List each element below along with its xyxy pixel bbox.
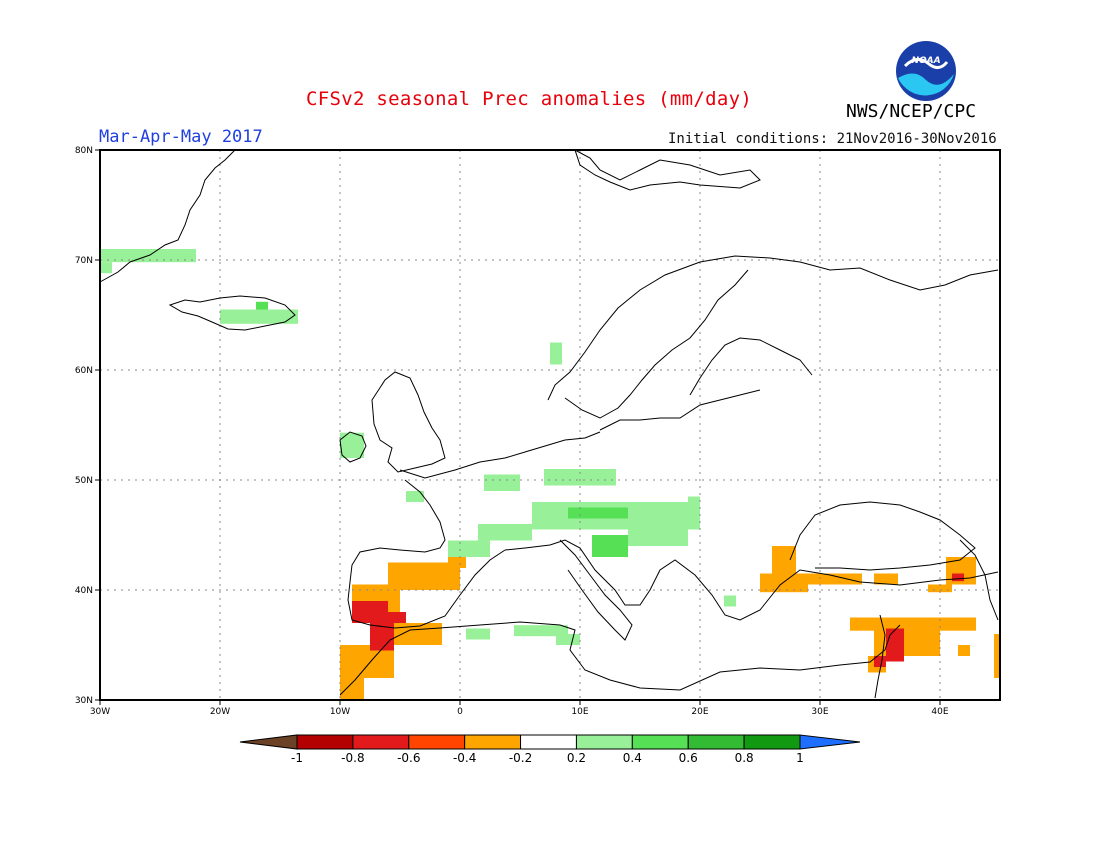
anomaly-patch-alps-strong bbox=[568, 507, 628, 519]
legend-label: 0.8 bbox=[735, 751, 754, 765]
map-title: CFSv2 seasonal Prec anomalies (mm/day) bbox=[306, 88, 753, 110]
legend-label: 1 bbox=[796, 751, 804, 765]
legend-label: 0.4 bbox=[623, 751, 642, 765]
y-tick-label: 30N bbox=[75, 696, 93, 706]
anomaly-patch-balkans-north bbox=[628, 524, 688, 546]
x-tick-label: 20W bbox=[210, 707, 230, 717]
legend-swatch bbox=[464, 734, 522, 750]
x-tick-label: 30E bbox=[811, 707, 828, 717]
mediterranean-north bbox=[504, 539, 999, 621]
legend-arrow-high bbox=[799, 734, 861, 750]
anomaly-patch-morocco-south-dry bbox=[340, 678, 364, 700]
anomaly-patch-turkey-east-dry bbox=[928, 584, 952, 593]
levant-coast bbox=[874, 614, 886, 699]
legend-swatch bbox=[520, 734, 577, 750]
x-tick-label: 0 bbox=[457, 707, 463, 717]
anomaly-patch-iceland bbox=[220, 309, 298, 324]
colorbar-legend: -1 -0.8 -0.6 -0.4 -0.2 0.2 0.4 0.6 0.8 1 bbox=[239, 734, 861, 765]
anomaly-patch-tunisia-south bbox=[556, 634, 580, 645]
legend-label: -0.2 bbox=[509, 751, 532, 765]
anomaly-patch-france-south bbox=[478, 524, 532, 541]
y-tick-label: 70N bbox=[75, 256, 93, 266]
iberia-coast bbox=[347, 549, 506, 629]
coastlines bbox=[99, 148, 999, 699]
forecast-period: Mar-Apr-May 2017 bbox=[99, 127, 263, 147]
anomaly-patch-hungary bbox=[688, 496, 700, 508]
initial-conditions: Initial conditions: 21Nov2016-30Nov2016 bbox=[668, 131, 997, 147]
anomaly-patch-spain-north bbox=[448, 540, 490, 557]
anomaly-patch-germany-south bbox=[544, 469, 616, 486]
britain-coast bbox=[371, 371, 446, 473]
baltic-coast bbox=[599, 389, 761, 431]
legend-swatch bbox=[631, 734, 689, 750]
anomaly-patch-iran-dry bbox=[994, 634, 1000, 678]
anomaly-patch-france-west bbox=[406, 491, 424, 502]
anomaly-patch-tunisia-algeria bbox=[514, 625, 568, 637]
axis-ticks: 30W 20W 10W 0 10E 20E 30E 40E 30N 40N 50N 60N 70N 80N bbox=[75, 146, 949, 717]
legend-swatch bbox=[296, 734, 354, 750]
x-tick-label: 30W bbox=[90, 707, 110, 717]
anomaly-patch-france-north bbox=[484, 474, 520, 491]
legend-label: 0.6 bbox=[679, 751, 698, 765]
finland-coast bbox=[689, 337, 813, 396]
x-tick-label: 10W bbox=[330, 707, 350, 717]
anomaly-patch-iraq-dry bbox=[958, 645, 970, 656]
anomaly-patch-aegean bbox=[724, 595, 736, 607]
north-africa-coast bbox=[339, 621, 901, 696]
y-tick-label: 60N bbox=[75, 366, 93, 376]
anomaly-patch-turkey-central-dry bbox=[874, 573, 898, 585]
legend-swatch bbox=[575, 734, 633, 750]
svalbard-coast bbox=[574, 148, 761, 191]
noaa-logo-icon: NOAA bbox=[896, 41, 956, 101]
legend-swatch bbox=[352, 734, 410, 750]
anomaly-patch-iceland-strong bbox=[256, 301, 268, 310]
anomaly-patch-algeria bbox=[466, 628, 490, 640]
y-tick-label: 50N bbox=[75, 476, 93, 486]
map-frame bbox=[99, 149, 1001, 701]
north-coast bbox=[399, 431, 601, 479]
anomaly-patch-gibraltar-dry bbox=[352, 612, 406, 623]
y-tick-label: 40N bbox=[75, 586, 93, 596]
anomaly-patch-israel-core bbox=[874, 656, 886, 667]
legend-label: 0.2 bbox=[567, 751, 586, 765]
x-tick-label: 20E bbox=[691, 707, 708, 717]
legend-swatch bbox=[408, 734, 466, 750]
legend-arrow-low bbox=[239, 734, 298, 750]
agency-label: NWS/NCEP/CPC bbox=[846, 101, 977, 122]
legend-label: -0.8 bbox=[341, 751, 364, 765]
legend-swatch bbox=[687, 734, 745, 750]
y-tick-label: 80N bbox=[75, 146, 93, 156]
anomaly-patch-italy-adriatic bbox=[592, 535, 628, 557]
caspian-coast bbox=[959, 539, 999, 621]
greenland-coast bbox=[99, 149, 236, 283]
x-tick-label: 10E bbox=[571, 707, 588, 717]
noaa-logo-text: NOAA bbox=[911, 56, 940, 66]
anomaly-patch-spain-northeast-dry bbox=[448, 557, 466, 568]
norway-coast bbox=[547, 255, 999, 401]
black-sea-coast bbox=[789, 501, 976, 571]
anomaly-layer bbox=[100, 249, 1000, 700]
anomaly-patch-norway-coast bbox=[550, 342, 562, 365]
legend-label: -0.4 bbox=[453, 751, 476, 765]
anomaly-patch-turkey-north-dry bbox=[808, 573, 862, 585]
legend-swatch bbox=[743, 734, 801, 750]
italy-coast bbox=[559, 539, 633, 641]
scandinavia-border bbox=[564, 269, 749, 419]
biscay-coast bbox=[349, 479, 446, 583]
legend-label: -0.6 bbox=[397, 751, 420, 765]
anomaly-patch-syria-core bbox=[886, 628, 904, 662]
anomaly-patch-caucasus-core bbox=[952, 573, 964, 582]
x-tick-label: 40E bbox=[931, 707, 948, 717]
ireland-coast bbox=[339, 431, 367, 463]
anomaly-patch-east-greenland-sub bbox=[100, 262, 112, 274]
anomaly-patch-turkey-west-dry bbox=[760, 573, 808, 593]
iceland-coast bbox=[168, 295, 296, 331]
legend-label: -1 bbox=[291, 751, 303, 765]
